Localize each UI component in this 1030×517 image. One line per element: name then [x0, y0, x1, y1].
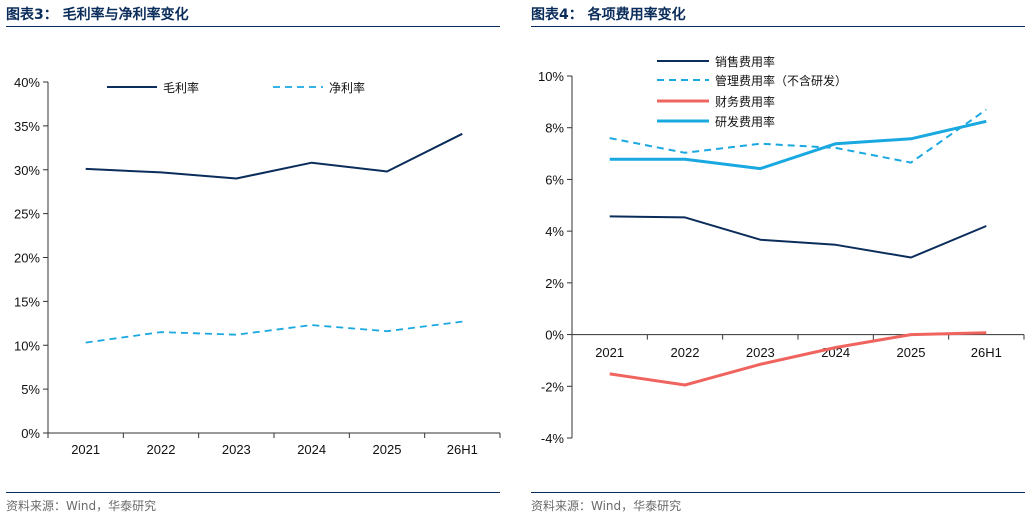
y-tick-label: 6%	[545, 172, 564, 187]
x-tick-label: 2025	[373, 442, 402, 457]
y-tick-label: 40%	[14, 75, 40, 90]
y-tick-label: 20%	[14, 251, 40, 266]
x-tick-label: 2022	[671, 345, 700, 360]
x-tick-label: 2022	[147, 442, 176, 457]
y-tick-label: 10%	[14, 338, 40, 353]
legend-label: 管理费用率（不含研发）	[715, 73, 847, 88]
y-tick-label: 8%	[545, 121, 564, 136]
y-tick-label: -4%	[541, 431, 565, 446]
right-source-note: 资料来源：Wind，华泰研究	[531, 499, 682, 513]
y-tick-label: 35%	[14, 119, 40, 134]
y-tick-label: 0%	[545, 328, 564, 343]
series-line-1-1	[609, 108, 987, 164]
y-tick-label: 30%	[14, 163, 40, 178]
x-tick-label: 2023	[222, 442, 251, 457]
series-line-0-0	[85, 132, 463, 180]
legend-label: 净利率	[329, 80, 365, 95]
y-tick-label: 4%	[545, 224, 564, 239]
x-tick-label: 26H1	[971, 345, 1002, 360]
right-footer-rule	[531, 492, 1025, 493]
y-tick-label: 15%	[14, 294, 40, 309]
series-line-0-1	[85, 320, 463, 344]
y-tick-label: -2%	[541, 379, 565, 394]
y-tick-label: 25%	[14, 207, 40, 222]
x-tick-label: 2021	[71, 442, 100, 457]
right-title-rule	[531, 26, 1025, 27]
y-tick-label: 10%	[538, 69, 564, 84]
left-footer-rule	[6, 492, 500, 493]
right-line-chart: -4%-2%0%2%4%6%8%10%2021 2022 2023 2024 2025 2…	[538, 54, 1025, 446]
left-line-chart: 0% 5% 10% 15% 20% 25% 30% 35% 40% 2021 2022 2023 202…	[14, 75, 501, 457]
right-chart-title: 图表4： 各项费用率变化	[531, 7, 686, 23]
series-line-1-2	[609, 331, 987, 387]
x-tick-label: 2023	[746, 345, 775, 360]
y-tick-label: 5%	[21, 382, 40, 397]
series-line-1-3	[609, 119, 987, 171]
x-tick-label: 2021	[595, 345, 624, 360]
left-source-note: 资料来源：Wind，华泰研究	[6, 499, 157, 513]
x-tick-label: 26H1	[447, 442, 478, 457]
x-tick-label: 2024	[297, 442, 326, 457]
y-tick-label: 0%	[21, 426, 40, 441]
legend-label: 毛利率	[163, 80, 199, 95]
legend-label: 销售费用率	[715, 54, 775, 69]
legend-label: 研发费用率	[715, 114, 775, 129]
series-line-1-0	[609, 215, 987, 259]
y-tick-label: 2%	[545, 276, 564, 291]
left-chart-title: 图表3： 毛利率与净利率变化	[6, 7, 189, 23]
left-title-rule	[6, 26, 500, 27]
legend-label: 财务费用率	[715, 94, 775, 109]
x-tick-label: 2025	[897, 345, 926, 360]
